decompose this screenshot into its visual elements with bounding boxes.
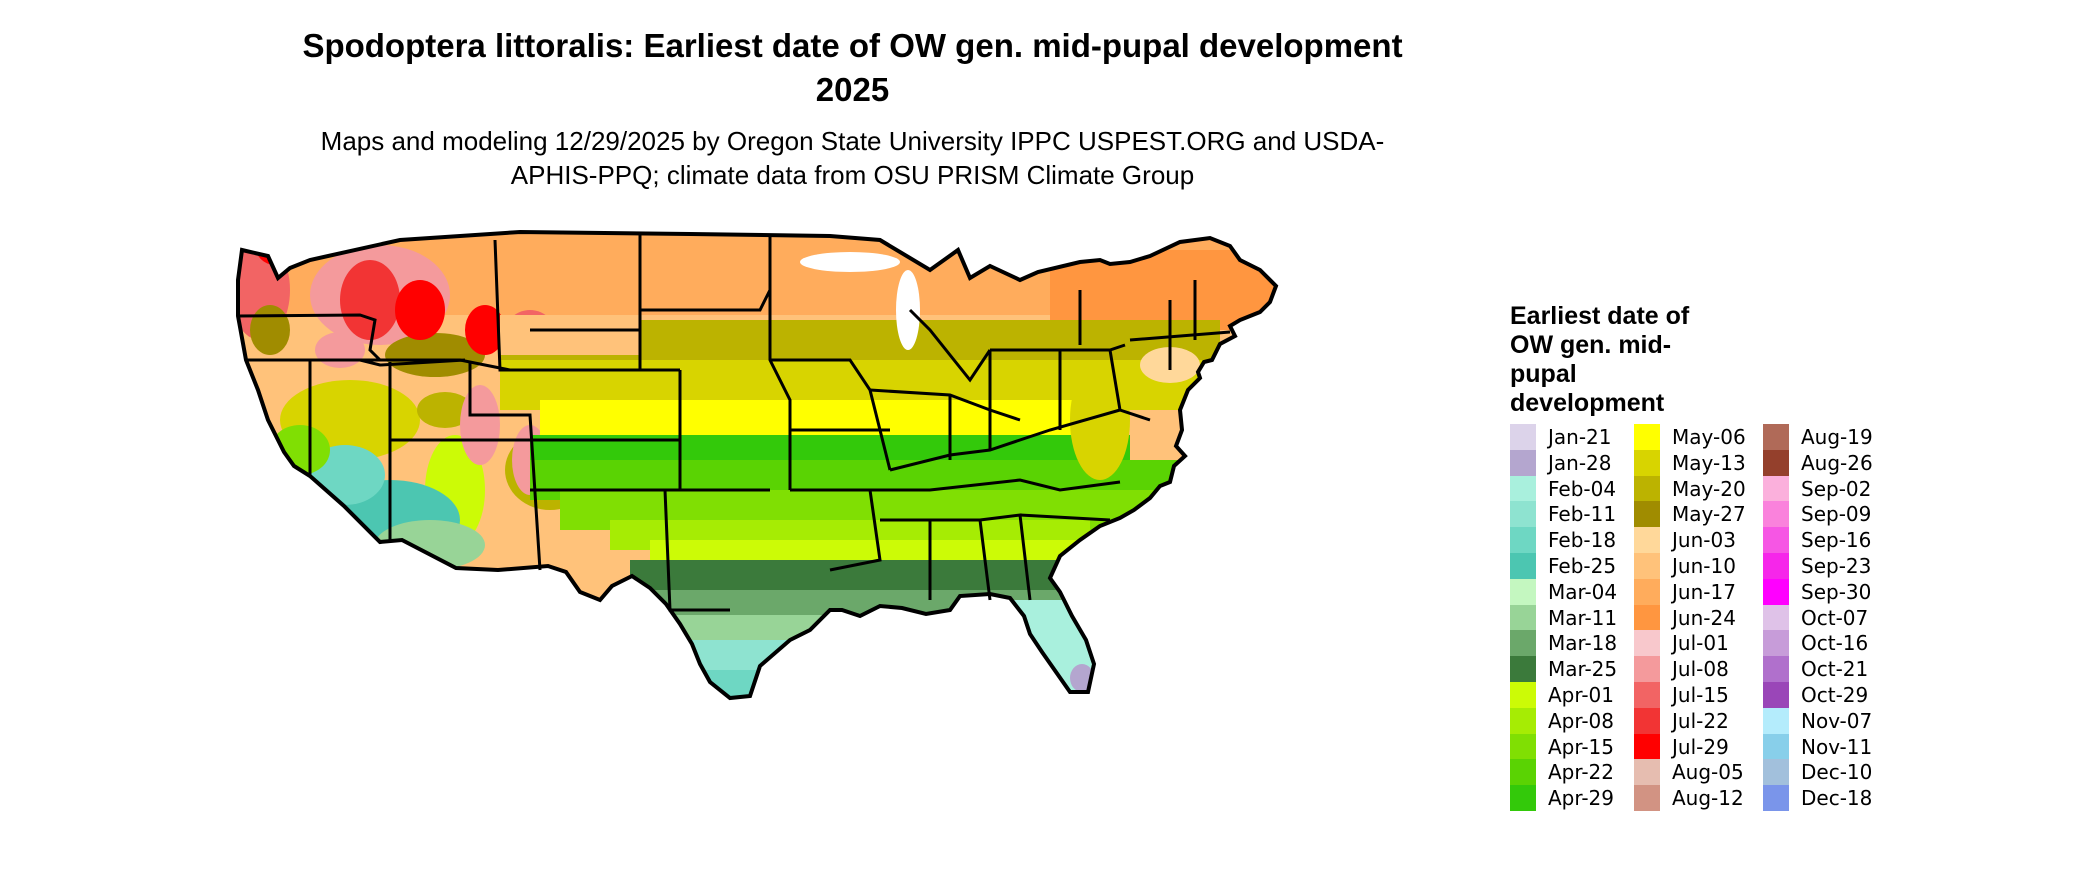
legend-swatch: [1634, 527, 1660, 554]
legend-swatch: [1763, 656, 1789, 683]
legend-swatch: [1510, 424, 1536, 450]
legend-swatch: [1634, 759, 1660, 786]
legend-label: Apr-15: [1548, 734, 1614, 759]
legend-label: Apr-29: [1548, 786, 1614, 811]
legend-swatch: [1510, 707, 1536, 734]
legend-label: May-13: [1672, 450, 1746, 475]
legend-title: Earliest date of OW gen. mid-pupal devel…: [1510, 302, 1690, 417]
legend-swatch: [1763, 604, 1789, 631]
legend-label: Feb-25: [1548, 554, 1617, 578]
legend-label: Aug-12: [1672, 786, 1744, 811]
legend-swatch: [1510, 682, 1536, 708]
legend-label: Oct-07: [1801, 605, 1869, 630]
legend-label: Jul-15: [1672, 683, 1729, 707]
legend-label: Jul-29: [1672, 734, 1729, 759]
legend-label: Feb-04: [1548, 476, 1617, 501]
legend-label: Apr-01: [1548, 683, 1614, 707]
legend-label: Apr-08: [1548, 708, 1614, 733]
legend-swatch: [1510, 759, 1536, 786]
legend-label: Jan-28: [1548, 450, 1612, 475]
legend-swatch: [1510, 578, 1536, 605]
legend-swatch: [1763, 682, 1789, 708]
legend-label: Jul-08: [1672, 657, 1729, 682]
legend-swatch: [1763, 527, 1789, 554]
legend-label: Jun-17: [1672, 579, 1736, 604]
legend-label: Aug-19: [1801, 425, 1873, 449]
legend-swatch: [1634, 604, 1660, 631]
legend-swatch: [1634, 682, 1660, 708]
legend-swatch: [1634, 656, 1660, 683]
legend-label: Sep-23: [1801, 554, 1872, 578]
legend-swatch: [1634, 733, 1660, 760]
legend-label: Aug-05: [1672, 760, 1744, 785]
legend-swatch: [1510, 527, 1536, 554]
legend-label: Jan-21: [1548, 425, 1612, 449]
legend-label: May-06: [1672, 425, 1746, 449]
legend-swatch: [1634, 785, 1660, 812]
legend-label: Mar-11: [1548, 605, 1618, 630]
legend-swatch: [1763, 759, 1789, 786]
legend-swatch: [1763, 733, 1789, 760]
legend-swatch: [1763, 553, 1789, 579]
legend-label: Aug-26: [1801, 450, 1873, 475]
legend-label: Oct-16: [1801, 631, 1869, 656]
legend-label: Mar-04: [1548, 579, 1618, 604]
legend-swatch: [1763, 578, 1789, 605]
us-outline: [236, 229, 1279, 701]
legend-swatch: [1763, 475, 1789, 502]
us-phenology-map: [236, 229, 1279, 701]
legend-swatch: [1634, 501, 1660, 528]
legend-label: Sep-02: [1801, 476, 1872, 501]
legend-swatch: [1634, 707, 1660, 734]
legend-swatch: [1763, 785, 1789, 812]
legend-label: Jun-10: [1672, 554, 1736, 578]
legend-swatch: [1634, 475, 1660, 502]
legend-swatch: [1510, 656, 1536, 683]
legend-label: Oct-21: [1801, 657, 1869, 682]
legend-label: May-20: [1672, 476, 1746, 501]
legend-label: Dec-10: [1801, 760, 1873, 785]
legend-swatch: [1510, 475, 1536, 502]
legend-label: Sep-16: [1801, 528, 1872, 553]
legend-label: Jun-24: [1672, 605, 1736, 630]
map-title: Spodoptera littoralis: Earliest date of …: [302, 27, 1403, 108]
legend-swatch: [1634, 449, 1660, 476]
legend-label: May-27: [1672, 502, 1746, 527]
legend-swatch: [1510, 630, 1536, 657]
legend-label: Oct-29: [1801, 683, 1869, 707]
legend-label: Nov-11: [1801, 734, 1873, 759]
legend-swatch: [1634, 578, 1660, 605]
legend-label: Feb-11: [1548, 502, 1617, 527]
state-borders: [237, 235, 1231, 612]
legend-label: Feb-18: [1548, 528, 1617, 553]
legend-swatch: [1634, 424, 1660, 450]
legend-label: Dec-18: [1801, 786, 1873, 811]
legend-label: Sep-09: [1801, 502, 1872, 527]
legend-swatch: [1510, 553, 1536, 579]
legend-swatch: [1634, 630, 1660, 657]
legend-swatch: [1510, 604, 1536, 631]
legend-swatch: [1763, 424, 1789, 450]
legend-label: Jul-01: [1672, 631, 1729, 656]
legend-swatch: [1510, 501, 1536, 528]
legend-label: Apr-22: [1548, 760, 1614, 785]
legend-label: Nov-07: [1801, 708, 1873, 733]
legend-swatch: [1763, 707, 1789, 734]
legend-label: Mar-25: [1548, 657, 1618, 682]
legend-label: Mar-18: [1548, 631, 1618, 656]
legend-label: Jul-22: [1672, 708, 1729, 733]
legend-swatch: [1763, 630, 1789, 657]
legend-label: Jun-03: [1672, 528, 1736, 553]
legend-swatch: [1634, 553, 1660, 579]
legend-label: Sep-30: [1801, 579, 1872, 604]
legend-swatch: [1763, 449, 1789, 476]
legend-swatch: [1763, 501, 1789, 528]
legend-swatch: [1510, 733, 1536, 760]
legend-swatch: [1510, 449, 1536, 476]
map-subtitle: Maps and modeling 12/29/2025 by Oregon S…: [320, 126, 1385, 190]
legend-swatch: [1510, 785, 1536, 812]
